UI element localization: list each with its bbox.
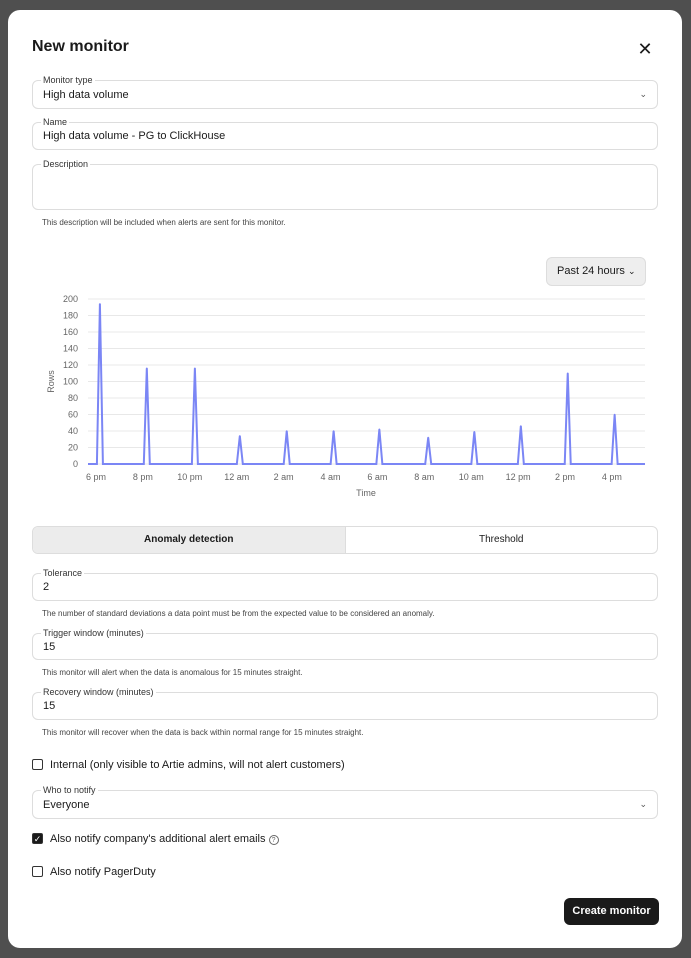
field-label: Trigger window (minutes) bbox=[41, 628, 146, 638]
data-point bbox=[566, 372, 569, 375]
pagerduty-label: Also notify PagerDuty bbox=[50, 866, 156, 878]
x-tick-label: 10 am bbox=[459, 472, 484, 482]
create-monitor-button[interactable]: Create monitor bbox=[564, 898, 659, 925]
detection-tabs: Anomaly detection Threshold bbox=[32, 526, 658, 554]
data-point bbox=[99, 303, 101, 305]
field-value: 15 bbox=[43, 700, 56, 712]
help-circle-icon[interactable]: ? bbox=[268, 835, 279, 845]
x-tick-label: 2 am bbox=[274, 472, 294, 482]
field-value: 15 bbox=[43, 641, 56, 653]
field-label: Monitor type bbox=[41, 75, 95, 85]
data-point bbox=[520, 425, 522, 427]
tab-threshold[interactable]: Threshold bbox=[479, 534, 524, 545]
data-point bbox=[285, 430, 288, 432]
field-label: Recovery window (minutes) bbox=[41, 687, 156, 697]
y-tick-label: 20 bbox=[68, 443, 78, 453]
x-tick-label: 6 pm bbox=[86, 472, 106, 482]
y-tick-label: 60 bbox=[68, 410, 78, 420]
y-tick-label: 180 bbox=[63, 311, 78, 321]
description-input[interactable]: Description bbox=[32, 159, 658, 210]
who-to-notify-select[interactable]: Who to notify Everyone ⌄ bbox=[32, 785, 658, 819]
range-value: Past 24 hours bbox=[557, 265, 625, 277]
internal-checkbox[interactable] bbox=[32, 759, 43, 770]
monitor-type-select[interactable]: Monitor type High data volume ⌄ bbox=[32, 75, 658, 109]
data-point bbox=[473, 431, 476, 433]
internal-label: Internal (only visible to Artie admins, … bbox=[50, 759, 345, 771]
x-tick-label: 6 am bbox=[367, 472, 387, 482]
x-tick-label: 12 pm bbox=[506, 472, 531, 482]
field-value: 2 bbox=[43, 581, 50, 593]
x-tick-label: 8 am bbox=[414, 472, 434, 482]
pagerduty-checkbox[interactable] bbox=[32, 866, 43, 877]
field-value: High data volume bbox=[43, 89, 129, 101]
close-icon[interactable]: ✕ bbox=[637, 39, 653, 59]
x-tick-label: 4 am bbox=[320, 472, 340, 482]
y-tick-label: 140 bbox=[63, 344, 78, 354]
data-point bbox=[378, 428, 381, 431]
field-label: Tolerance bbox=[41, 568, 85, 578]
y-tick-label: 160 bbox=[63, 327, 78, 337]
trigger-help: This monitor will alert when the data is… bbox=[42, 668, 303, 677]
time-range-select[interactable]: Past 24 hours ⌄ bbox=[546, 257, 646, 286]
name-input[interactable]: Name High data volume - PG to ClickHouse bbox=[32, 117, 658, 150]
y-tick-label: 200 bbox=[63, 294, 78, 304]
data-point bbox=[146, 367, 148, 370]
chevron-down-icon: ⌄ bbox=[627, 266, 636, 276]
data-point bbox=[427, 436, 430, 439]
field-label: Who to notify bbox=[41, 785, 98, 795]
y-tick-label: 100 bbox=[63, 377, 78, 387]
tolerance-input[interactable]: Tolerance 2 bbox=[32, 568, 658, 601]
recovery-window-input[interactable]: Recovery window (minutes) 15 bbox=[32, 687, 658, 720]
x-tick-label: 2 pm bbox=[555, 472, 575, 482]
data-point bbox=[332, 430, 335, 432]
new-monitor-modal: New monitor ✕ Monitor type High data vol… bbox=[8, 10, 682, 948]
field-value: High data volume - PG to ClickHouse bbox=[43, 130, 226, 142]
y-tick-label: 120 bbox=[63, 360, 78, 370]
alert-emails-text: Also notify company's additional alert e… bbox=[50, 833, 266, 845]
data-point bbox=[239, 435, 241, 437]
field-label: Name bbox=[41, 117, 70, 127]
chevron-down-icon: ⌄ bbox=[639, 799, 647, 809]
tolerance-help: The number of standard deviations a data… bbox=[42, 609, 435, 618]
y-tick-label: 80 bbox=[68, 393, 78, 403]
modal-title: New monitor bbox=[32, 38, 129, 55]
x-tick-label: 10 pm bbox=[177, 472, 202, 482]
x-axis-label: Time bbox=[356, 488, 376, 498]
alert-emails-checkbox[interactable]: ✓ bbox=[32, 833, 43, 844]
x-tick-label: 12 am bbox=[224, 472, 249, 482]
x-tick-label: 8 pm bbox=[133, 472, 153, 482]
data-point bbox=[194, 367, 196, 370]
field-value: Everyone bbox=[43, 799, 90, 811]
x-tick-label: 4 pm bbox=[602, 472, 622, 482]
chevron-down-icon: ⌄ bbox=[639, 89, 647, 99]
y-tick-label: 0 bbox=[73, 459, 78, 469]
field-label: Description bbox=[41, 159, 91, 169]
y-axis-label: Rows bbox=[46, 370, 56, 393]
rows-chart: 0 20 40 60 80 100 120 140 160 180 200 6 pm 8 pm 10 pm… bbox=[46, 294, 645, 498]
description-help: This description will be included when a… bbox=[42, 218, 286, 227]
trigger-window-input[interactable]: Trigger window (minutes) 15 bbox=[32, 628, 658, 660]
alert-emails-label: Also notify company's additional alert e… bbox=[50, 833, 279, 845]
series-line bbox=[88, 303, 645, 465]
recovery-help: This monitor will recover when the data … bbox=[42, 728, 364, 737]
y-tick-label: 40 bbox=[68, 426, 78, 436]
data-point bbox=[613, 413, 616, 416]
tab-anomaly-detection[interactable]: Anomaly detection bbox=[33, 527, 346, 553]
